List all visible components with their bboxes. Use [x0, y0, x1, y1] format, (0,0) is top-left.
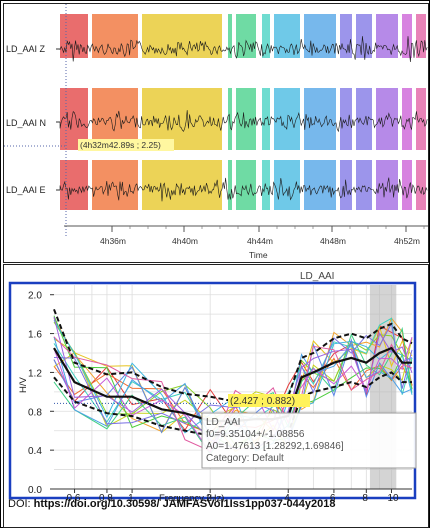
y-ticks: 0.0 0.4 0.8 1.2 1.6 2.0	[28, 291, 54, 496]
time-window	[402, 160, 412, 210]
hv-chart[interactable]: 0.0 0.4 0.8 1.2 1.6 2.0 0.6 0.8 1 2 4 6 8 10 LD_AAI …	[4, 265, 428, 527]
time-window	[236, 88, 256, 150]
time-tick-label: 4h36m	[100, 236, 126, 246]
x-axis-label: Frequency (Hz)	[159, 493, 224, 504]
time-window	[376, 14, 398, 58]
y-tick-label: 1.6	[28, 330, 42, 341]
waveform-trace	[59, 177, 428, 202]
time-window	[340, 88, 352, 150]
doi-line: DOI: https://doi.org/10.30598/ JAMFASVol…	[8, 498, 335, 510]
time-tick-label: 4h52m	[394, 236, 420, 246]
x-tick-label: 10	[387, 493, 399, 504]
chart-border	[8, 281, 417, 500]
time-tick-label: 4h48m	[320, 236, 346, 246]
time-window	[262, 160, 270, 210]
time-window	[262, 14, 270, 58]
time-window	[92, 14, 138, 58]
cursor-label-bg	[78, 139, 174, 151]
y-axis-label: H/V	[18, 377, 29, 394]
time-window	[356, 88, 372, 150]
x-tick-label: 6	[330, 493, 336, 504]
tooltip-a0: A0=1.47613 [1.28292,1.69846]	[206, 441, 344, 452]
chart-title: LD_AAI	[300, 271, 334, 282]
y-tick-label: 1.2	[28, 368, 42, 379]
time-window	[228, 14, 232, 58]
time-axis-label: Time	[249, 250, 268, 260]
time-window	[402, 14, 412, 58]
y-tick-label: 0.4	[28, 446, 42, 457]
tooltip-category: Category: Default	[206, 453, 284, 464]
time-windows	[60, 14, 426, 210]
waveform-trace	[59, 110, 428, 133]
time-window	[304, 88, 336, 150]
x-tick-label: 2	[206, 493, 212, 504]
x-tick-label: 4	[284, 493, 290, 504]
y-tick-label: 0.0	[28, 485, 42, 496]
time-window	[228, 88, 232, 150]
time-window	[92, 160, 138, 210]
seismogram-panel: LD_AAI Z LD_AAI N LD_AAI E (4h32m42.89s …	[3, 3, 429, 263]
time-window	[228, 160, 232, 210]
x-tick-label: 0.6	[67, 493, 81, 504]
x-tick-label: 0.8	[99, 493, 113, 504]
doi-prefix: DOI:	[8, 498, 34, 510]
waveform-trace	[59, 36, 428, 63]
time-window	[416, 14, 426, 58]
std-upper-curve	[53, 308, 413, 403]
time-window	[274, 160, 300, 210]
time-window	[142, 160, 222, 210]
time-tick-label: 4h40m	[172, 236, 198, 246]
y-tick-label: 2.0	[28, 291, 42, 302]
doi-link[interactable]: https://doi.org/10.30598/ JAMFASVol1Iss1…	[33, 498, 336, 510]
channel-label-n: LD_AAI N	[6, 118, 46, 128]
x-tick-label: 1	[128, 493, 134, 504]
tooltip-name: LD_AAI	[206, 417, 240, 428]
time-window	[304, 160, 336, 210]
y-tick-label: 0.8	[28, 407, 42, 418]
hv-panel: 0.0 0.4 0.8 1.2 1.6 2.0 0.6 0.8 1 2 4 6 8 10 LD_AAI …	[3, 264, 429, 528]
hv-cursor-label-bg	[228, 394, 310, 407]
hv-cursor-readout: (2.427 ; 0.882)	[230, 396, 295, 407]
time-window	[376, 160, 398, 210]
channel-label-z: LD_AAI Z	[6, 44, 46, 54]
time-window	[416, 160, 426, 210]
time-window	[274, 14, 300, 58]
time-window	[376, 88, 398, 150]
time-window	[402, 88, 412, 150]
time-window	[340, 14, 352, 58]
time-tick-label: 4h44m	[247, 236, 273, 246]
time-window	[142, 14, 222, 58]
time-window	[60, 160, 88, 210]
time-window	[236, 14, 256, 58]
time-ticks: 4h36m 4h40m 4h44m 4h48m 4h52m	[100, 226, 425, 246]
time-window	[356, 160, 372, 210]
seismogram-plot[interactable]: LD_AAI Z LD_AAI N LD_AAI E (4h32m42.89s …	[4, 4, 428, 262]
peak-tooltip: LD_AAI f0=9.35104+/-1.08856 A0=1.47613 […	[201, 412, 417, 469]
x-tick-label: 8	[362, 493, 368, 504]
x-ticks: 0.6 0.8 1 2 4 6 8 10	[54, 488, 412, 504]
channel-label-e: LD_AAI E	[6, 185, 46, 195]
time-window	[416, 88, 426, 150]
cursor-readout: (4h32m42.89s ; 2.25)	[80, 140, 161, 150]
waveform-traces	[56, 36, 428, 202]
tooltip-f0: f0=9.35104+/-1.08856	[206, 429, 305, 440]
